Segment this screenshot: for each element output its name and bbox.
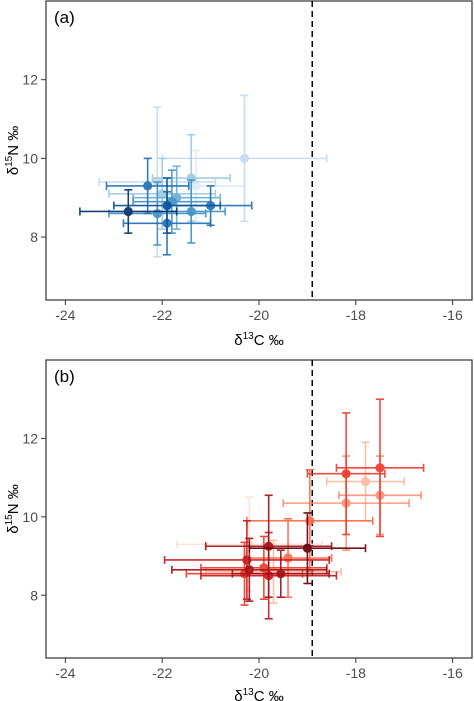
point-marker bbox=[276, 569, 286, 579]
y-axis-label-sup: 15 bbox=[4, 514, 15, 526]
x-tick-label: -22 bbox=[152, 307, 172, 323]
x-axis-label-prefix: δ bbox=[234, 688, 242, 701]
x-tick-label: -20 bbox=[249, 665, 269, 681]
point-marker bbox=[375, 463, 385, 473]
y-axis-label-suffix: N ‰ bbox=[5, 126, 22, 156]
point-marker bbox=[259, 563, 269, 573]
data-point bbox=[204, 539, 343, 604]
x-axis-label-prefix: δ bbox=[234, 332, 242, 349]
data-point bbox=[306, 412, 386, 536]
y-axis-label-sup: 15 bbox=[4, 155, 15, 167]
point-marker bbox=[239, 153, 250, 163]
x-tick-label: -16 bbox=[443, 665, 463, 681]
data-point bbox=[325, 441, 406, 522]
point-marker bbox=[186, 206, 196, 217]
data-point bbox=[335, 398, 425, 538]
plot-border bbox=[45, 0, 473, 301]
point-marker bbox=[162, 200, 172, 211]
x-axis-label-suffix: C ‰ bbox=[254, 332, 284, 349]
data-point bbox=[132, 165, 222, 230]
x-axis-label-sup: 13 bbox=[243, 687, 255, 698]
y-tick-label: 8 bbox=[30, 229, 38, 245]
x-tick-label: -16 bbox=[443, 307, 463, 323]
data-point bbox=[231, 549, 330, 599]
y-tick-label: 10 bbox=[22, 150, 38, 166]
data-point bbox=[105, 157, 190, 215]
x-tick-label: -18 bbox=[346, 307, 366, 323]
plot-border bbox=[45, 359, 473, 659]
data-point bbox=[163, 519, 330, 600]
y-tick-label: 12 bbox=[22, 430, 38, 446]
x-axis-label-sup: 13 bbox=[243, 331, 255, 342]
point-marker bbox=[283, 553, 293, 563]
point-marker bbox=[191, 181, 201, 191]
x-tick-label: -20 bbox=[249, 307, 269, 323]
y-axis-label-prefix: δ bbox=[5, 525, 22, 533]
x-tick-label: -18 bbox=[346, 665, 366, 681]
point-marker bbox=[244, 565, 254, 575]
x-axis-label-suffix: C ‰ bbox=[254, 688, 284, 701]
panel-label: (a) bbox=[54, 8, 75, 27]
data-point bbox=[112, 177, 222, 234]
point-marker bbox=[341, 469, 351, 479]
x-tick-label: -24 bbox=[55, 665, 75, 681]
y-axis-label: δ15N ‰ bbox=[4, 484, 22, 533]
x-axis-label: δ13C ‰ bbox=[234, 331, 283, 349]
panel-label: (b) bbox=[54, 367, 75, 386]
y-tick-label: 10 bbox=[22, 509, 38, 525]
x-tick-label: -24 bbox=[55, 307, 75, 323]
x-tick-label: -22 bbox=[152, 665, 172, 681]
data-point bbox=[248, 512, 367, 585]
data-point bbox=[79, 189, 178, 234]
point-marker bbox=[302, 543, 313, 553]
point-marker bbox=[143, 181, 153, 191]
y-tick-label: 8 bbox=[30, 587, 38, 603]
y-axis-label-suffix: N ‰ bbox=[5, 484, 22, 514]
y-axis-label-prefix: δ bbox=[5, 167, 22, 175]
x-axis-label: δ13C ‰ bbox=[234, 687, 283, 701]
point-marker bbox=[264, 541, 274, 551]
y-tick-label: 12 bbox=[22, 72, 38, 88]
y-axis-label: δ15N ‰ bbox=[4, 126, 22, 175]
point-marker bbox=[360, 476, 371, 487]
data-point bbox=[243, 518, 333, 599]
data-point bbox=[108, 157, 217, 230]
data-point bbox=[246, 468, 374, 573]
point-marker bbox=[123, 206, 133, 217]
